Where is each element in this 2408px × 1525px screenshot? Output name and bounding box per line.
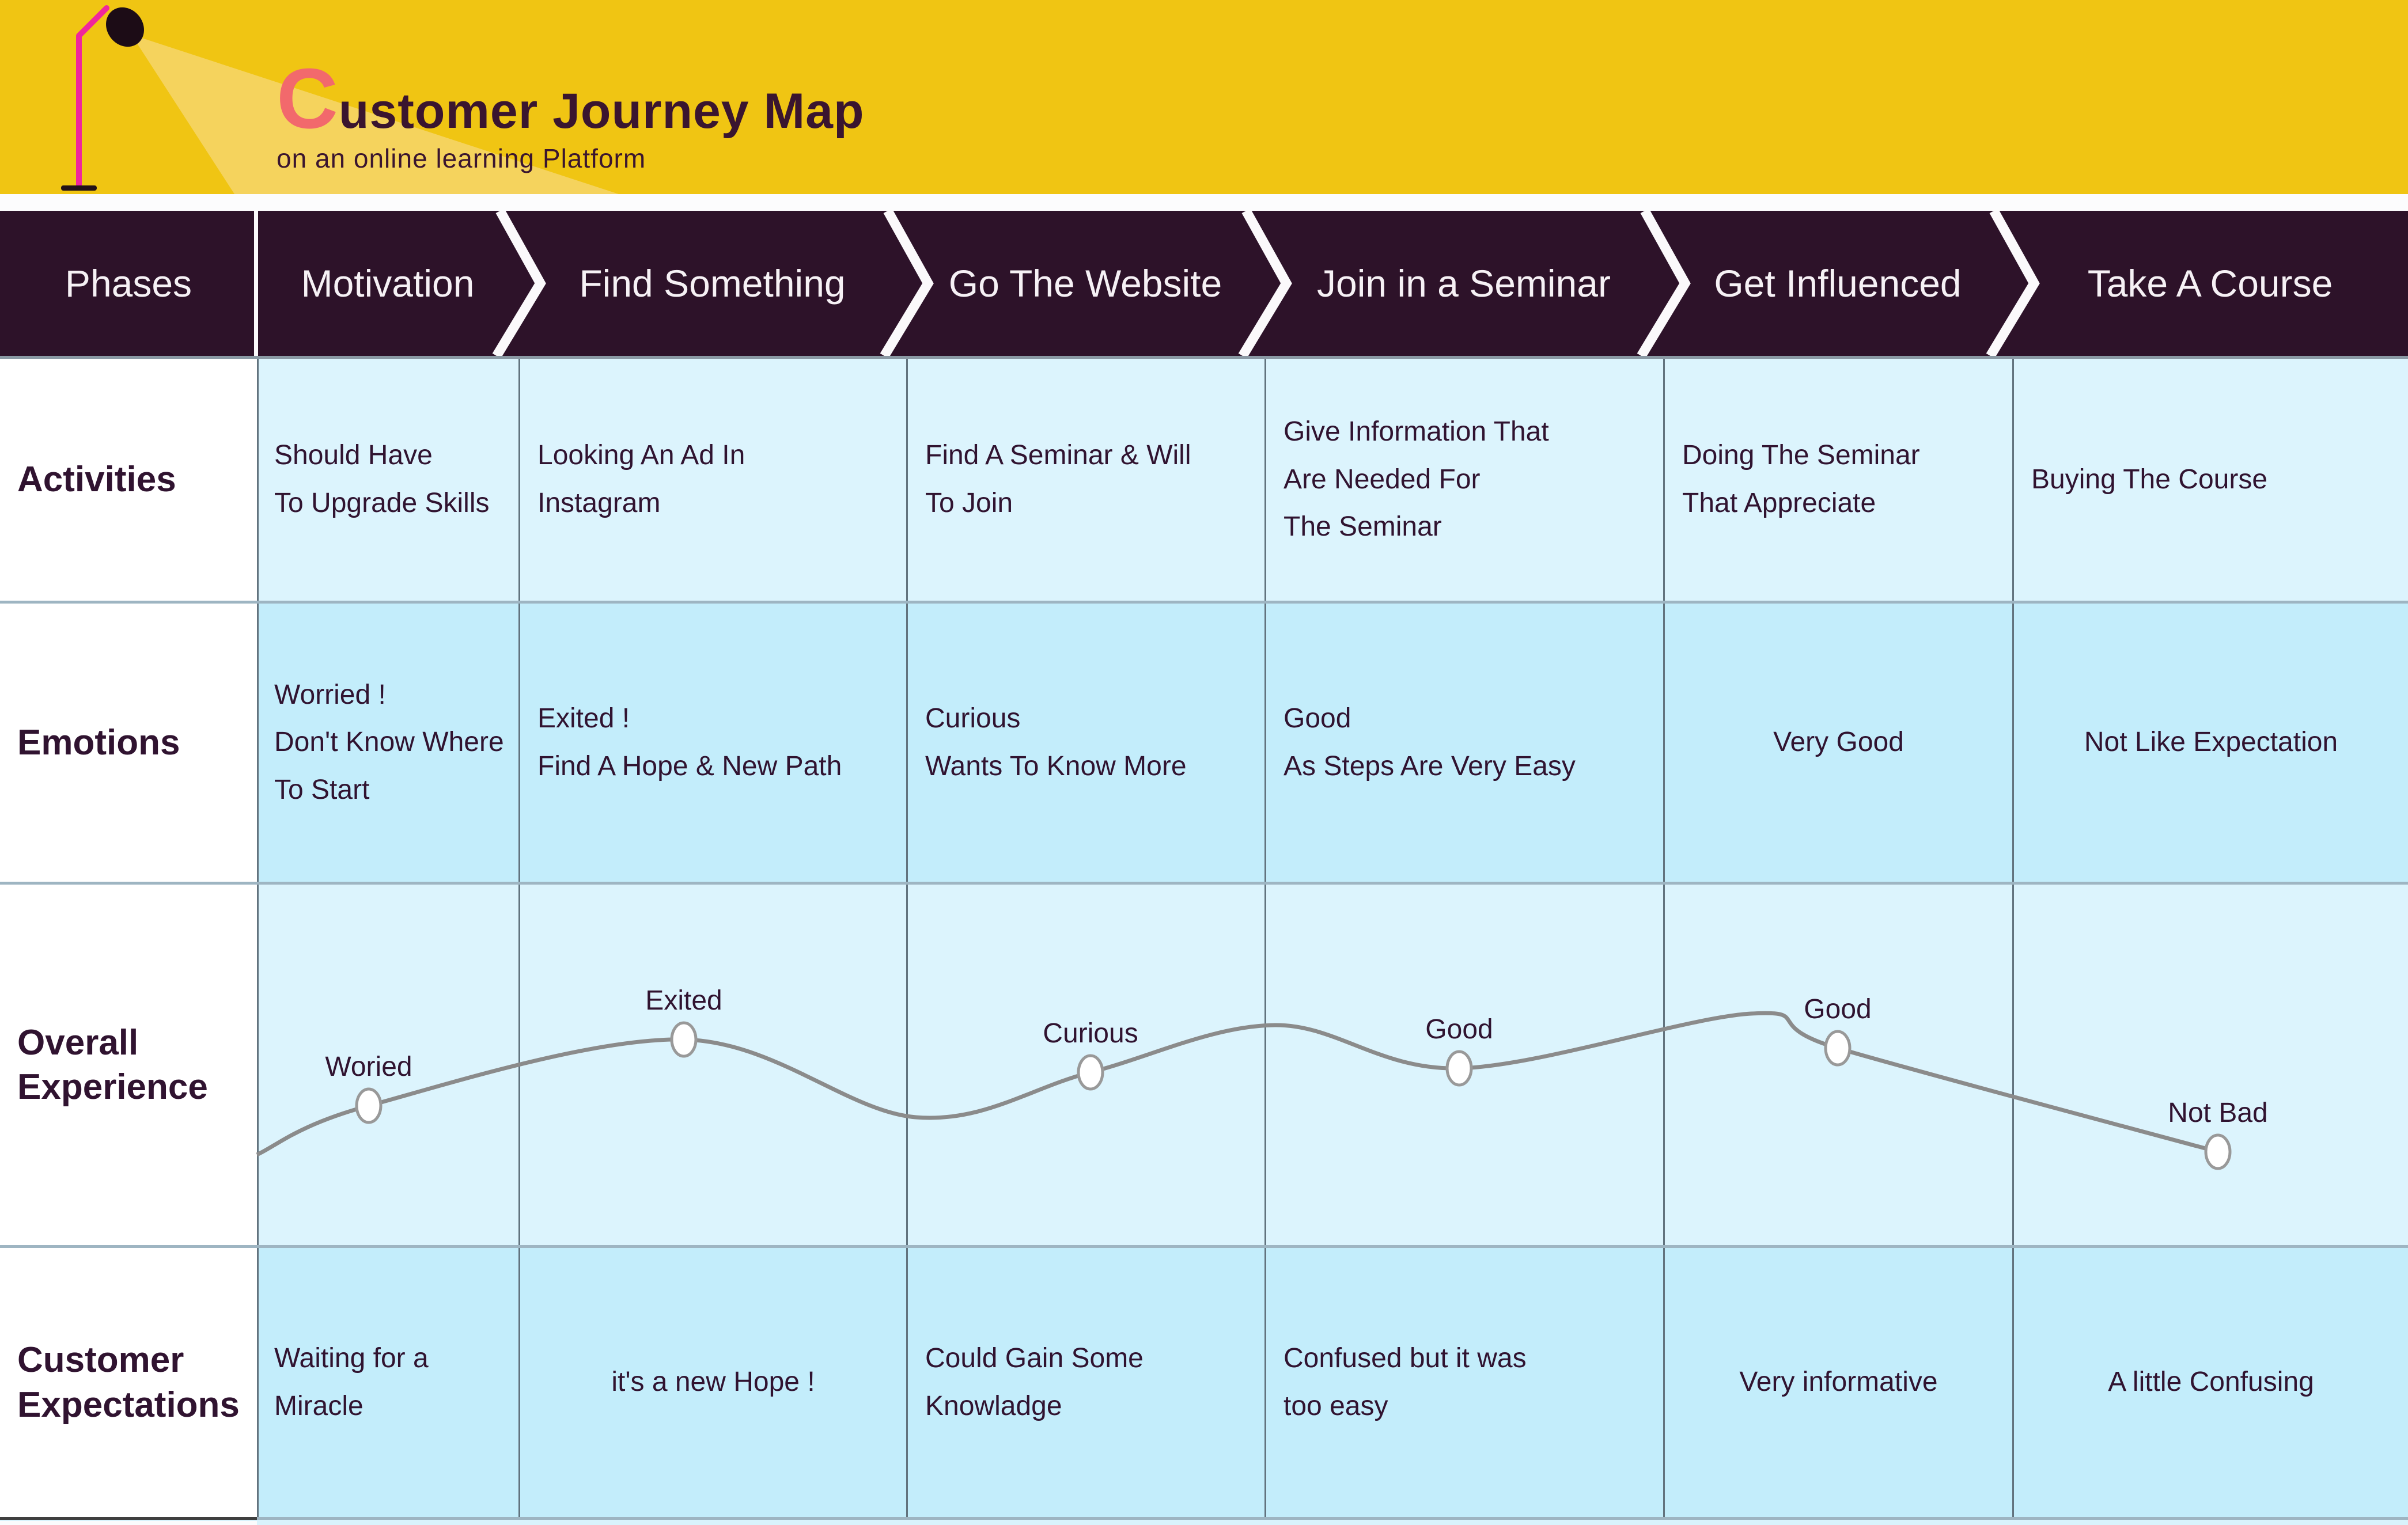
chevron-separator-icon	[1637, 211, 1691, 356]
cell-overall-experience-take-a-course	[2012, 885, 2408, 1245]
phase-cell-take-a-course: Take A Course	[2087, 262, 2333, 305]
curve-point-marker-good	[1824, 1030, 1852, 1067]
cell-overall-experience-join-in-a-seminar	[1264, 885, 1663, 1245]
cell-activities-go-the-website: Find A Seminar & Will To Join	[906, 359, 1264, 601]
bottom-strip	[0, 1520, 2408, 1525]
cell-emotions-motivation: Worried ! Don't Know Where To Start	[274, 679, 504, 805]
page-subtitle: on an online learning Platform	[277, 143, 646, 173]
cell-overall-experience-go-the-website	[906, 885, 1264, 1245]
chevron-separator-icon	[1238, 211, 1292, 356]
cell-activities-find-something: Looking An Ad In Instagram	[518, 359, 906, 601]
phases-row-label: Phases	[65, 262, 192, 305]
title-block: Customer Journey Map on an online learni…	[277, 56, 865, 174]
chevron-separator-icon	[880, 211, 934, 356]
cell-activities-motivation: Should Have To Upgrade Skills	[274, 440, 490, 518]
phase-cell-get-influenced: Get Influenced	[1714, 262, 1962, 305]
cell-emotions-get-influenced: Very Good	[1663, 604, 2012, 882]
row-activities: Activities Should Have To Upgrade Skills L…	[0, 359, 2408, 601]
row-divider	[0, 882, 2408, 885]
cell-overall-experience-get-influenced	[1663, 885, 2012, 1245]
curve-point-marker-exited	[670, 1021, 698, 1058]
row-label-emotions: Emotions	[0, 604, 259, 882]
curve-point-marker-woried	[355, 1087, 383, 1124]
phases-bottom-divider	[0, 356, 2408, 359]
cell-customer-expectations-take-a-course: A little Confusing	[2012, 1248, 2408, 1517]
header-banner: Customer Journey Map on an online learni…	[0, 0, 2408, 194]
cell-customer-expectations-get-influenced: Very informative	[1663, 1248, 2012, 1517]
bottom-strip-label	[0, 1521, 257, 1525]
lamp-beam	[131, 35, 619, 194]
chevron-separator-icon	[1986, 211, 2040, 356]
chevron-separator-icon	[492, 211, 546, 356]
experience-curve: Woried Exited Curious Good Good Not Bad	[256, 985, 2268, 1170]
title-initial: C	[277, 51, 339, 146]
curve-point-marker-good	[1445, 1050, 1473, 1087]
cell-emotions-find-something: Exited ! Find A Hope & New Path	[518, 604, 906, 882]
row-label-overall-experience: Overall Experience	[0, 885, 259, 1245]
cell-activities-take-a-course: Buying The Course	[2012, 359, 2408, 601]
cell-emotions-join-in-a-seminar: Good As Steps Are Very Easy	[1264, 604, 1663, 882]
row-label-customer-expectations: Customer Expectations	[0, 1248, 259, 1517]
curve-point-label-exited: Exited	[645, 985, 722, 1016]
row-overall-experience: Overall Experience Woried Exited Curious Goo…	[0, 885, 2408, 1245]
cell-customer-expectations-find-something: it's a new Hope !	[518, 1248, 906, 1517]
cell-activities-get-influenced: Doing The Seminar That Appreciate	[1663, 359, 2012, 601]
table-bottom-divider	[257, 1517, 2408, 1520]
cell-customer-expectations-motivation: Waiting for a Miracle	[274, 1342, 429, 1421]
phase-cell-motivation: Motivation	[301, 262, 475, 305]
phase-cell-go-the-website: Go The Website	[948, 262, 1222, 305]
experience-curve-line	[256, 1011, 2218, 1157]
phase-cell-find-something: Find Something	[579, 262, 846, 305]
curve-point-label-not-bad: Not Bad	[2168, 1098, 2267, 1128]
row-customer-expectations: Customer Expectations Waiting for a Mirac…	[0, 1248, 2408, 1517]
lamp-icon	[61, 5, 619, 194]
cell-emotions-go-the-website: Curious Wants To Know More	[906, 604, 1264, 882]
header-separator	[0, 194, 2408, 211]
lamp-base	[61, 185, 97, 191]
cell-emotions-take-a-course: Not Like Expectation	[2012, 604, 2408, 882]
curve-point-marker-not-bad	[2204, 1133, 2232, 1170]
curve-point-label-good: Good	[1425, 1014, 1493, 1045]
row-divider	[0, 1245, 2408, 1248]
title-rest: ustomer Journey Map	[338, 84, 865, 139]
phase-cell-join-in-a-seminar: Join in a Seminar	[1317, 262, 1611, 305]
cell-customer-expectations-join-in-a-seminar: Confused but it was too easy	[1264, 1248, 1663, 1517]
curve-point-label-woried: Woried	[325, 1052, 412, 1082]
lamp-head	[106, 7, 144, 47]
curve-point-marker-curious	[1077, 1054, 1104, 1091]
lamp-pole	[76, 5, 109, 191]
page-title: Customer Journey Map	[277, 56, 865, 142]
label-column-bottom-border	[0, 1517, 259, 1521]
curve-point-label-good: Good	[1804, 994, 1871, 1025]
phases-bar: Phases Motivation Find Something Go The We…	[0, 211, 2408, 356]
row-divider	[0, 601, 2408, 604]
row-label-activities: Activities	[0, 359, 259, 601]
cell-customer-expectations-go-the-website: Could Gain Some Knowladge	[906, 1248, 1264, 1517]
cell-activities-join-in-a-seminar: Give Information That Are Needed For The…	[1264, 359, 1663, 601]
phases-label-divider	[254, 211, 258, 356]
row-emotions: Emotions Worried ! Don't Know Where To St…	[0, 604, 2408, 882]
curve-point-label-curious: Curious	[1043, 1018, 1138, 1049]
